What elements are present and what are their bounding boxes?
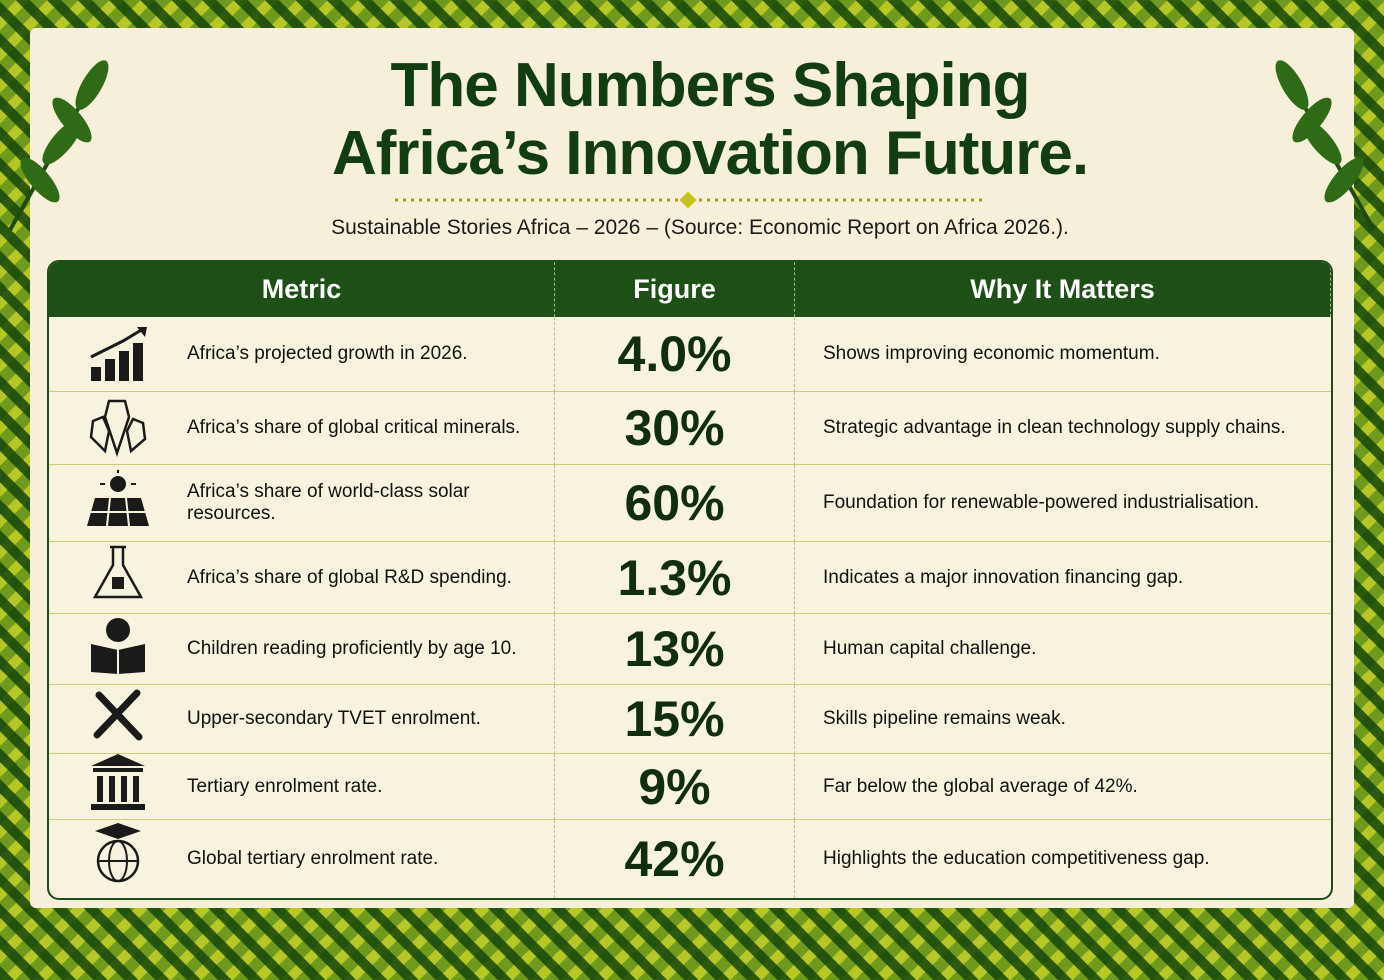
metric-cell: Children reading proficiently by age 10. <box>49 614 555 685</box>
metric-cell: Upper-secondary TVET enrolment. <box>49 685 555 754</box>
figure-cell: 15% <box>555 685 795 754</box>
figure-cell: 60% <box>555 465 795 542</box>
why-cell: Strategic advantage in clean technology … <box>795 392 1331 465</box>
subtitle: Sustainable Stories Africa – 2026 – (Sou… <box>331 216 1069 239</box>
column-header: Why It Matters <box>795 262 1331 317</box>
why-cell: Human capital challenge. <box>795 614 1331 685</box>
figure-cell: 30% <box>555 392 795 465</box>
figure-cell: 13% <box>555 614 795 685</box>
icon-flask <box>92 545 144 599</box>
why-cell: Skills pipeline remains weak. <box>795 685 1331 754</box>
metric-cell: Africa’s share of world-class solar reso… <box>49 465 555 542</box>
icons <box>85 315 155 900</box>
metric-cell: Africa’s projected growth in 2026. <box>49 317 555 392</box>
icon-reading <box>91 618 145 674</box>
metric-cell: Africa’s share of global R&D spending. <box>49 542 555 614</box>
title: Africa’s Innovation Future. <box>331 119 1089 188</box>
icon-university <box>91 754 145 810</box>
icon-solar <box>87 470 149 527</box>
figure-cell: 4.0% <box>555 317 795 392</box>
leaf-decoration <box>1275 60 1376 231</box>
figure-cell: 9% <box>555 754 795 820</box>
icon-tools <box>93 689 143 741</box>
figure-cell: 1.3% <box>555 542 795 614</box>
metric-cell: Tertiary enrolment rate. <box>49 754 555 820</box>
icon-globe <box>95 823 141 883</box>
why-cell: Highlights the education competitiveness… <box>823 848 1210 869</box>
why-cell: Far below the global average of 42%. <box>795 754 1331 820</box>
figure-cell: 42% <box>555 820 795 898</box>
column-header: Figure <box>555 262 795 317</box>
why-cell: Foundation for renewable-powered industr… <box>795 465 1331 542</box>
divider <box>395 192 985 208</box>
why-cell: Shows improving economic momentum. <box>795 317 1331 392</box>
title: The Numbers Shaping <box>390 51 1031 120</box>
metric-cell: Africa’s share of global critical minera… <box>49 392 555 465</box>
column-header: Metric <box>49 262 555 317</box>
leaf-decoration <box>8 60 109 231</box>
icon-minerals <box>89 399 147 457</box>
why-cell: Indicates a major innovation financing g… <box>795 542 1331 614</box>
table: Metric Figure Why It Matters Africa’s proje… <box>47 260 1333 900</box>
metric-cell: Global tertiary enrolment rate. <box>49 820 555 898</box>
icon-growth <box>90 327 147 381</box>
